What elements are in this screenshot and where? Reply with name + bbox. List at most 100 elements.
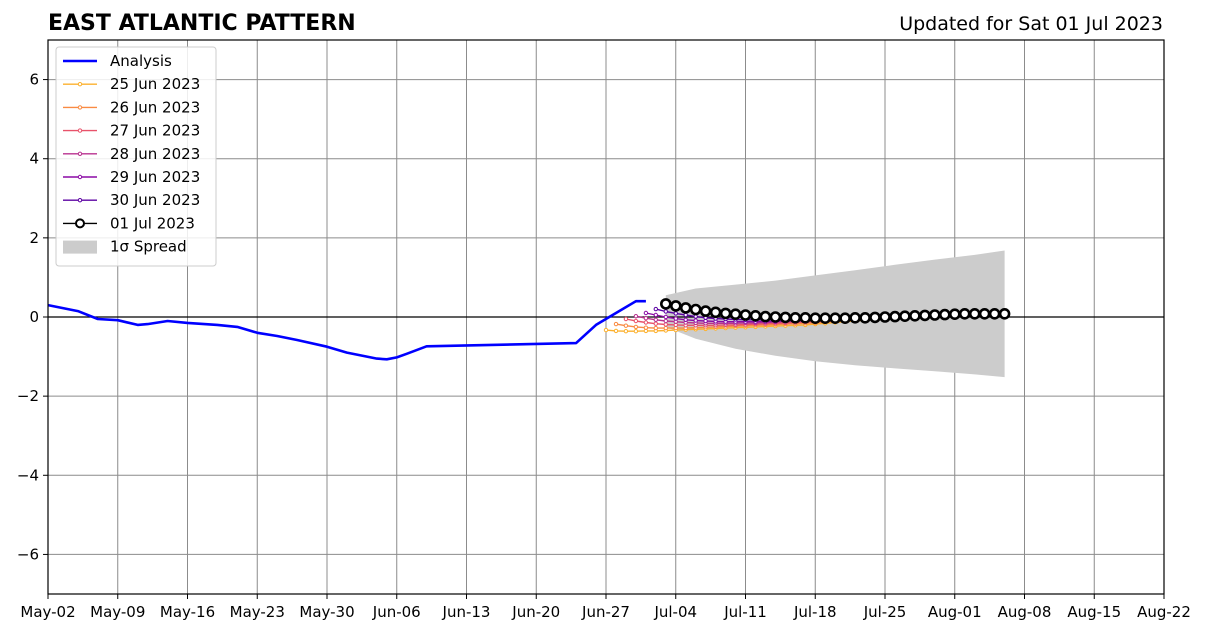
data-point <box>673 311 678 316</box>
data-point <box>643 325 649 330</box>
data-point <box>633 314 639 319</box>
legend-swatch-marker <box>77 105 83 110</box>
data-point <box>779 311 792 324</box>
data-point <box>789 311 802 324</box>
data-point <box>938 308 951 321</box>
data-point <box>819 312 832 325</box>
data-point <box>643 320 649 325</box>
x-tick-label: Jun-27 <box>581 603 630 621</box>
chart-title: EAST ATLANTIC PATTERN <box>48 11 356 36</box>
y-tick-label: 0 <box>29 308 39 326</box>
data-point <box>693 314 698 319</box>
data-point <box>659 298 672 310</box>
data-point <box>623 316 629 322</box>
series-7 <box>659 298 1011 325</box>
data-point <box>709 306 722 319</box>
data-point <box>958 307 971 320</box>
x-tick-label: May-16 <box>160 603 215 621</box>
data-point <box>729 308 742 321</box>
data-point <box>968 307 981 320</box>
data-point <box>899 310 911 323</box>
legend-label: 29 Jun 2023 <box>110 168 200 186</box>
legend-label: 27 Jun 2023 <box>110 122 200 140</box>
data-point <box>633 329 639 334</box>
x-tick-label: May-30 <box>299 603 354 621</box>
legend-box <box>55 46 217 267</box>
y-tick-label: 6 <box>29 71 39 89</box>
legend-swatch-marker <box>75 218 85 229</box>
legend-swatch-marker <box>77 128 83 133</box>
data-point <box>869 311 881 324</box>
data-point <box>699 305 712 317</box>
legend: Analysis 25 Jun 2023 26 Jun 2023 27 Jun 202… <box>55 46 217 267</box>
axes: May-02 May-09 May-16 May-23 May-30 Jun-06 Jun-… <box>17 39 1191 621</box>
data-point <box>693 318 698 323</box>
data-point <box>679 302 692 314</box>
data-point <box>623 323 629 328</box>
data-point <box>673 316 678 321</box>
x-tick-label: Jul-18 <box>793 603 837 621</box>
data-point <box>998 307 1011 320</box>
data-point <box>909 309 921 322</box>
data-point <box>633 318 639 324</box>
data-point <box>928 309 941 321</box>
data-point <box>739 309 752 321</box>
data-point <box>859 311 871 324</box>
data-point <box>623 329 629 334</box>
data-point <box>653 325 658 331</box>
data-point <box>988 307 1001 320</box>
data-point <box>689 303 702 316</box>
x-tick-label: Jun-20 <box>511 603 560 621</box>
y-tick-label: −2 <box>17 387 39 405</box>
data-point <box>669 300 682 312</box>
legend-label: 25 Jun 2023 <box>110 75 200 93</box>
legend-swatch-spread <box>63 240 97 254</box>
data-point <box>749 309 762 322</box>
legend-swatch-marker <box>77 151 83 157</box>
x-tick-label: Jun-13 <box>442 603 491 621</box>
data-point <box>683 317 688 322</box>
legend-label: 28 Jun 2023 <box>110 145 200 163</box>
y-tick-label: 4 <box>29 150 39 168</box>
legend-swatch-marker <box>77 82 83 87</box>
data-point <box>879 311 891 323</box>
x-tick-label: Aug-08 <box>998 603 1052 621</box>
data-point <box>633 324 639 330</box>
legend-label: Analysis <box>110 52 172 70</box>
data-point <box>663 318 668 324</box>
x-tick-label: Jun-06 <box>372 603 421 621</box>
data-point <box>663 309 668 314</box>
chart-subtitle: Updated for Sat 01 Jul 2023 <box>899 13 1163 35</box>
data-point <box>683 312 688 318</box>
data-point <box>829 312 842 325</box>
data-point <box>948 308 961 321</box>
data-point <box>653 321 658 326</box>
legend-label: 30 Jun 2023 <box>110 191 200 209</box>
x-tick-label: May-02 <box>20 603 75 621</box>
data-point <box>759 310 772 323</box>
plot-frame <box>47 39 1165 595</box>
data-point <box>663 322 668 327</box>
x-tick-label: Jul-11 <box>723 603 767 621</box>
data-point <box>769 311 782 323</box>
y-tick-label: −6 <box>17 545 39 563</box>
data-point <box>663 325 668 331</box>
x-tick-label: Aug-22 <box>1137 603 1191 621</box>
x-tick-label: Jul-04 <box>653 603 697 621</box>
x-tick-label: May-23 <box>230 603 285 621</box>
y-tick-label: −4 <box>17 466 39 484</box>
legend-label: 1σ Spread <box>110 238 187 256</box>
legend-label: 26 Jun 2023 <box>110 98 200 116</box>
data-point <box>653 312 658 318</box>
y-tick-label: 2 <box>29 229 39 247</box>
legend-swatch-marker <box>77 174 83 180</box>
data-point <box>643 316 649 321</box>
data-point <box>653 306 658 312</box>
series-0 <box>47 299 646 361</box>
series-line <box>47 299 646 361</box>
data-point <box>978 307 991 320</box>
data-point <box>719 307 732 320</box>
data-point <box>613 321 619 327</box>
series-lines <box>47 298 1011 361</box>
legend-label: 01 Jul 2023 <box>110 214 195 232</box>
